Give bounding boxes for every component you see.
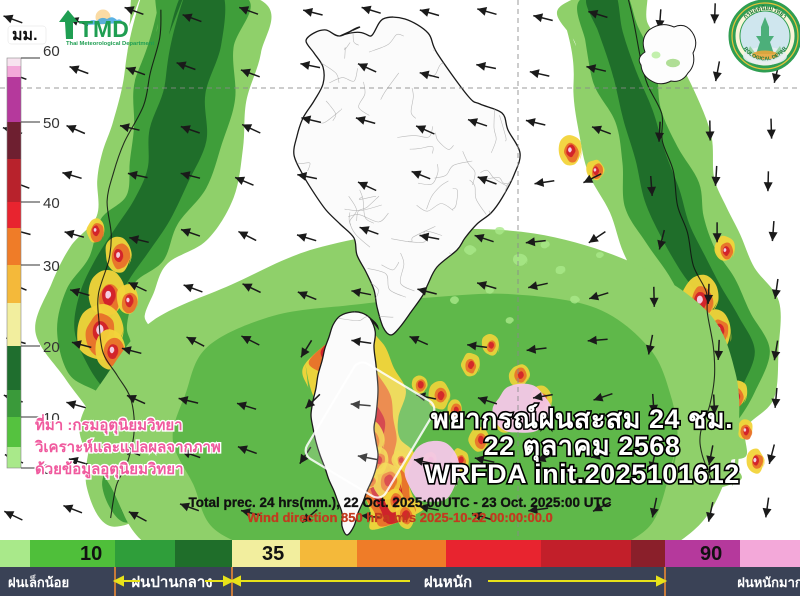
svg-text:ฝนปานกลาง: ฝนปานกลาง: [131, 574, 212, 591]
svg-text:WRFDA init.2025101612: WRFDA init.2025101612: [424, 459, 740, 489]
svg-text:วิเคราะห์และแปลผลจากภาพ: วิเคราะห์และแปลผลจากภาพ: [34, 438, 220, 456]
svg-text:ที่มา :กรมอุตุนิยมวิทยา: ที่มา :กรมอุตุนิยมวิทยา: [35, 414, 183, 435]
svg-text:10: 10: [80, 543, 102, 565]
svg-text:มม.: มม.: [12, 27, 38, 44]
svg-text:Wind direction 850 hPa m/s 202: Wind direction 850 hPa m/s 2025-10-22 00…: [247, 510, 553, 525]
svg-text:พยากรณ์ฝนสะสม 24 ชม.: พยากรณ์ฝนสะสม 24 ชม.: [431, 403, 733, 434]
svg-text:Thai Meteorological Department: Thai Meteorological Department: [66, 41, 154, 47]
svg-text:50: 50: [43, 115, 60, 132]
svg-text:ฝนหนักมาก: ฝนหนักมาก: [737, 575, 800, 590]
svg-text:40: 40: [43, 195, 60, 212]
svg-text:Total prec. 24 hrs(mm.), 22 Oc: Total prec. 24 hrs(mm.), 22 Oct. 2025:00…: [189, 495, 612, 510]
svg-text:90: 90: [700, 543, 722, 565]
svg-text:ฝนเล็กน้อย: ฝนเล็กน้อย: [8, 573, 69, 590]
svg-text:35: 35: [262, 543, 284, 565]
svg-text:20: 20: [43, 339, 60, 356]
svg-text:30: 30: [43, 258, 60, 275]
svg-text:TMD: TMD: [79, 16, 129, 42]
svg-text:60: 60: [43, 43, 60, 60]
svg-text:ด้วยข้อมูลอุตุนิยมวิทยา: ด้วยข้อมูลอุตุนิยมวิทยา: [35, 460, 184, 479]
svg-text:ฝนหนัก: ฝนหนัก: [424, 574, 472, 591]
